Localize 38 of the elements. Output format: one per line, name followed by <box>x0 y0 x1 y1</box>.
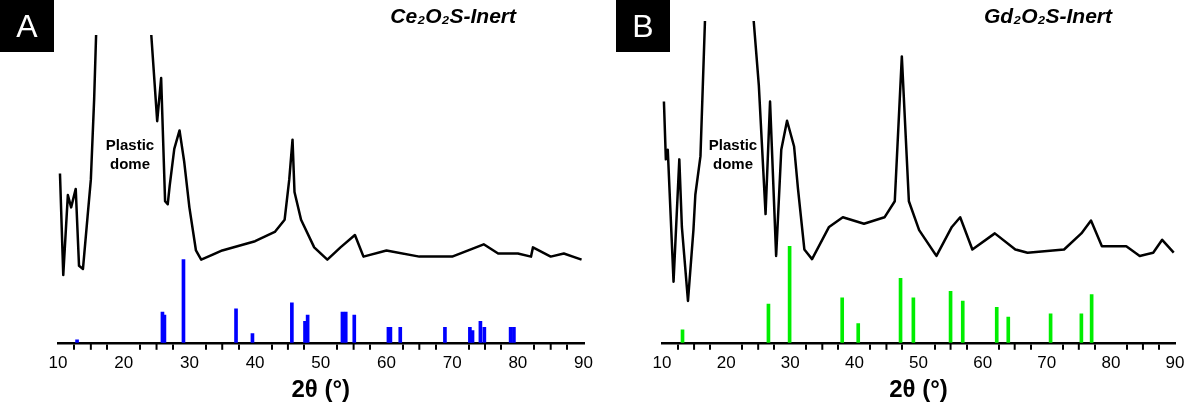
x-tick-label: 60 <box>973 352 993 372</box>
chart-title: Ce₂O₂S-Inert <box>390 4 516 28</box>
annotation: Plastic dome <box>707 135 759 173</box>
x-tick-label: 40 <box>245 352 265 372</box>
x-tick-label: 30 <box>780 352 800 372</box>
x-tick-label: 20 <box>114 352 134 372</box>
bar <box>290 302 294 343</box>
text: A <box>0 0 54 52</box>
bar <box>512 327 516 343</box>
x-tick-label: 80 <box>508 352 528 372</box>
x-tick-label: 90 <box>1165 352 1185 372</box>
bar <box>840 297 845 343</box>
bar <box>352 314 357 343</box>
x-axis-title: 2θ (°) <box>291 375 351 403</box>
bar <box>994 307 999 343</box>
x-tick-label: 10 <box>48 352 68 372</box>
bar <box>75 339 79 343</box>
text: B <box>616 0 670 52</box>
bar <box>234 308 238 343</box>
x-tick-label: 60 <box>377 352 396 372</box>
bar <box>856 323 861 343</box>
x-axis-title: 2θ (°) <box>889 375 948 403</box>
x-tick-label: 70 <box>1037 352 1057 372</box>
x-tick-label: 50 <box>909 352 928 372</box>
x-tick-label: 70 <box>442 352 462 372</box>
bar <box>398 327 403 343</box>
x-tick-label: 80 <box>1101 352 1121 372</box>
x-tick-label: 90 <box>574 352 594 372</box>
chart-title: Gd₂O₂S-Inert <box>983 4 1112 28</box>
bar <box>1006 316 1011 343</box>
x-tick-label: 30 <box>179 352 199 372</box>
x-tick-label: 40 <box>844 352 864 372</box>
x-tick-label: 50 <box>311 352 331 372</box>
annotation: Plastic dome <box>104 135 156 173</box>
bar <box>960 300 965 343</box>
bar <box>443 327 447 343</box>
x-tick-label: 10 <box>652 352 672 372</box>
x-tick-label: 20 <box>716 352 736 372</box>
